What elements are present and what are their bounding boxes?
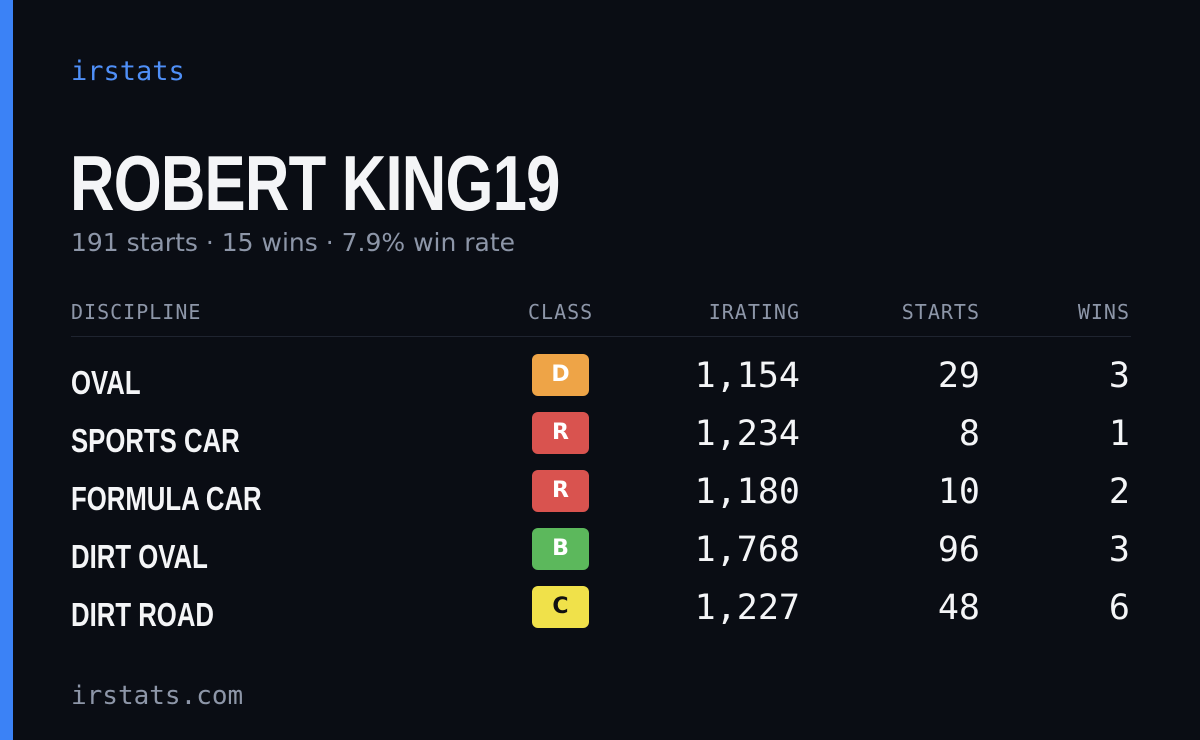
row-discipline: FORMULA CAR — [71, 480, 262, 517]
table-row: DIRT ROAD C 1,227 48 6 — [71, 586, 1131, 644]
table-row: SPORTS CAR R 1,234 8 1 — [71, 412, 1131, 470]
row-discipline: DIRT OVAL — [71, 538, 208, 575]
row-discipline: SPORTS CAR — [71, 422, 240, 459]
row-wins: 6 — [1108, 588, 1130, 628]
class-badge: D — [532, 354, 589, 396]
table-row: OVAL D 1,154 29 3 — [71, 354, 1131, 412]
row-wins: 1 — [1108, 414, 1130, 454]
header-discipline: DISCIPLINE — [71, 300, 202, 324]
table-row: FORMULA CAR R 1,180 10 2 — [71, 470, 1131, 528]
row-starts: 96 — [937, 530, 980, 570]
brand-logo[interactable]: irstats — [71, 56, 185, 87]
row-irating: 1,234 — [694, 414, 800, 454]
header-wins: WINS — [1077, 300, 1130, 324]
class-badge: C — [532, 586, 589, 628]
table-header: DISCIPLINE CLASS IRATING STARTS WINS — [71, 300, 1131, 337]
row-irating: 1,180 — [694, 472, 800, 512]
row-irating: 1,227 — [694, 588, 800, 628]
header-starts: STARTS — [901, 300, 980, 324]
class-badge: R — [532, 470, 589, 512]
driver-summary: 191 starts · 15 wins · 7.9% win rate — [71, 228, 516, 257]
row-starts: 10 — [937, 472, 980, 512]
row-starts: 8 — [958, 414, 980, 454]
row-wins: 2 — [1108, 472, 1130, 512]
row-starts: 48 — [937, 588, 980, 628]
row-discipline: OVAL — [71, 364, 141, 401]
table-row: DIRT OVAL B 1,768 96 3 — [71, 528, 1131, 586]
accent-bar — [0, 0, 13, 740]
row-discipline: DIRT ROAD — [71, 596, 214, 633]
class-badge: R — [532, 412, 589, 454]
footer-link[interactable]: irstats.com — [71, 681, 244, 711]
class-badge: B — [532, 528, 589, 570]
row-starts: 29 — [937, 356, 980, 396]
header-class: CLASS — [528, 300, 594, 324]
row-irating: 1,768 — [694, 530, 800, 570]
row-wins: 3 — [1108, 530, 1130, 570]
header-irating: IRATING — [708, 300, 800, 324]
row-irating: 1,154 — [694, 356, 800, 396]
driver-name: ROBERT KING19 — [70, 139, 560, 227]
row-wins: 3 — [1108, 356, 1130, 396]
